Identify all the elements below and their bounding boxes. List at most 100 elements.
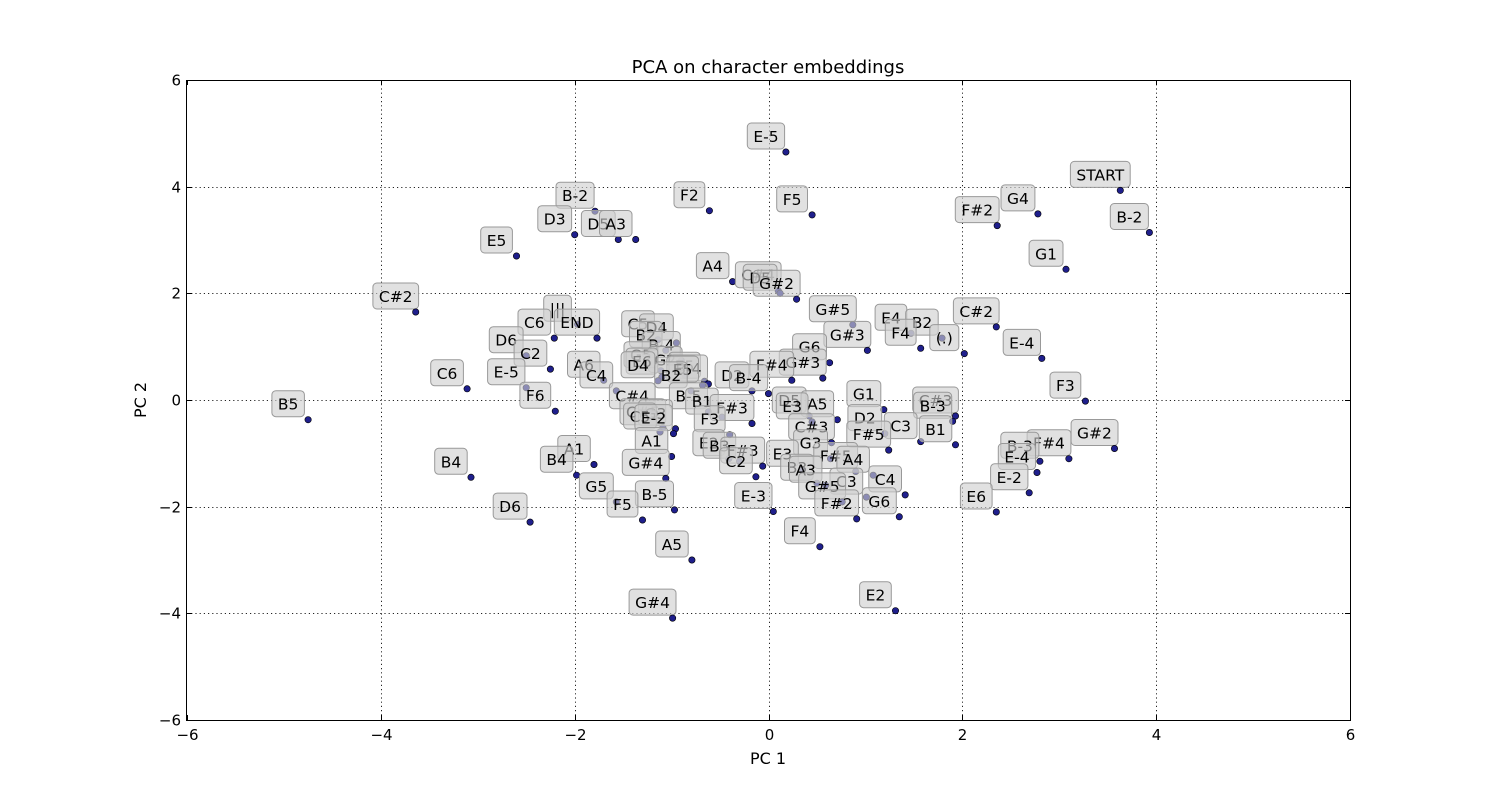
data-point: END (553, 308, 601, 342)
point-label: E-4 (1009, 334, 1034, 352)
point-label-box (628, 588, 677, 616)
point-label: G1 (853, 386, 875, 404)
data-point: F5 (606, 490, 646, 524)
point-marker (412, 308, 420, 316)
x-tick-label: 4 (1152, 726, 1162, 744)
x-tick-label: 6 (1346, 726, 1356, 744)
point-label-box (492, 492, 528, 520)
point-label-box (517, 308, 552, 336)
y-tick-label: −4 (159, 605, 181, 623)
point-label-box (372, 282, 420, 310)
point-marker (1036, 457, 1044, 465)
data-point: G4 (1000, 184, 1042, 218)
point-marker (1033, 468, 1041, 476)
x-tick-label: 0 (765, 726, 775, 744)
point-label-box (553, 308, 601, 336)
point-marker (951, 441, 959, 449)
point-marker (669, 614, 677, 622)
data-point: E2 (859, 581, 899, 615)
point-label: G1 (1035, 245, 1057, 263)
point-label: A3 (605, 215, 625, 233)
point-label: B2 (912, 314, 933, 332)
data-point: B4 (434, 447, 475, 481)
point-marker (782, 148, 790, 156)
y-tick-label: 2 (171, 285, 181, 303)
point-label-box (430, 359, 464, 387)
point-marker (632, 236, 640, 244)
point-label-box (487, 358, 526, 386)
grid-lines (187, 80, 1350, 720)
point-label: F#2 (821, 495, 853, 513)
point-marker (752, 473, 760, 481)
point-label: B1 (925, 421, 946, 439)
point-marker (853, 515, 861, 523)
axis-ticks: −6 −4 −2 0 2 4 6 −6 −4 −2 0 2 4 6 (159, 72, 1355, 745)
point-label-box (1109, 203, 1149, 230)
point-label: G6 (868, 493, 890, 511)
point-marker (688, 556, 696, 564)
point-label: E-3 (741, 487, 766, 505)
point-marker (614, 236, 622, 244)
point-marker (826, 359, 834, 367)
point-marker (992, 508, 1000, 516)
point-label: G#4 (628, 454, 663, 472)
point-label-box (814, 489, 860, 517)
point-label-box (952, 297, 1000, 325)
point-marker (1111, 444, 1119, 452)
point-label: E6 (966, 488, 986, 506)
point-label: G#4 (635, 594, 670, 612)
point-label: E5 (487, 232, 507, 250)
data-point: F6 (519, 381, 559, 415)
data-point: B1 (918, 415, 959, 449)
point-label-box (954, 196, 1000, 224)
data-point: C4 (868, 465, 909, 499)
point-label-box (1049, 371, 1082, 399)
point-label-box (884, 318, 917, 346)
point-label: E-5 (753, 128, 778, 146)
point-marker (512, 252, 520, 260)
point-label: (.) (936, 330, 953, 348)
plot-frame (186, 80, 1351, 721)
point-label: E-2 (641, 410, 666, 428)
point-label: F3 (1056, 377, 1075, 395)
point-label: START (1076, 166, 1124, 184)
data-point: E-4 (997, 443, 1041, 476)
point-label: G#2 (759, 275, 794, 293)
point-label: D4 (627, 357, 649, 375)
point-label-box (859, 581, 892, 609)
point-label-box (606, 490, 639, 518)
data-point: B-2 (1109, 203, 1153, 237)
data-point: A1 (634, 427, 676, 460)
data-point: E-4 (1002, 328, 1046, 362)
point-label-box (578, 472, 614, 500)
data-point: G#2 (1070, 419, 1119, 452)
point-label-box (918, 415, 953, 443)
data-point: E5 (480, 226, 520, 260)
point-marker (546, 365, 554, 373)
data-point: B5 (271, 390, 312, 424)
point-marker (992, 323, 1000, 331)
point-label: E-5 (494, 364, 519, 382)
point-marker (951, 412, 959, 420)
point-marker (895, 513, 903, 521)
point-marker (764, 390, 772, 398)
data-point: G6 (861, 487, 903, 521)
point-label-box (1028, 239, 1064, 267)
point-label-box (752, 269, 801, 297)
point-label: C2 (726, 453, 747, 471)
data-point: A1 (557, 435, 598, 468)
point-marker (467, 473, 475, 481)
y-tick-label: −6 (159, 712, 181, 730)
point-label-box (1002, 328, 1042, 356)
point-label-box (579, 361, 614, 389)
point-marker (526, 518, 534, 526)
point-label: C4 (875, 471, 896, 489)
point-marker (833, 416, 841, 424)
point-label: A4 (702, 258, 722, 276)
data-point: E-5 (746, 122, 790, 156)
point-label-box (271, 390, 305, 418)
data-point: (.) (929, 324, 968, 358)
point-label-box (434, 447, 468, 475)
point-marker (590, 460, 598, 468)
point-label: C#2 (379, 288, 413, 306)
